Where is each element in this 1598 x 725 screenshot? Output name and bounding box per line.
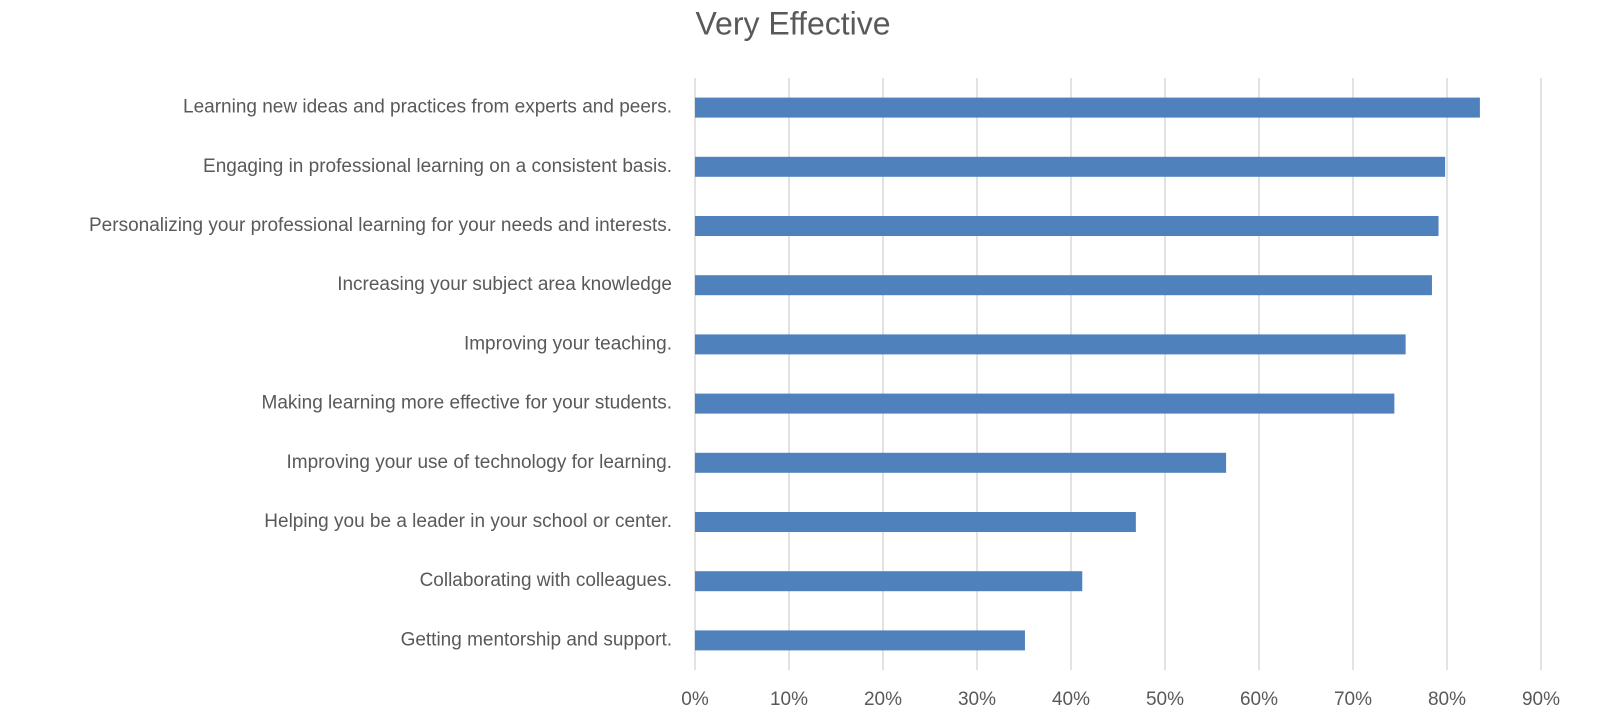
x-tick-label: 60%	[1240, 689, 1278, 710]
y-tick-label: Collaborating with colleagues.	[420, 570, 672, 591]
x-tick-label: 80%	[1428, 689, 1466, 710]
bar	[695, 156, 1446, 177]
bar	[695, 275, 1432, 296]
bar	[695, 216, 1439, 236]
x-tick-label: 0%	[681, 689, 709, 710]
x-tick-label: 90%	[1522, 689, 1560, 710]
y-tick-label: Personalizing your professional learning…	[89, 215, 672, 236]
y-tick-label: Helping you be a leader in your school o…	[264, 511, 672, 532]
bar	[695, 630, 1025, 651]
bar	[695, 512, 1136, 532]
x-tick-label: 70%	[1334, 689, 1372, 710]
x-tick-label: 10%	[770, 689, 808, 710]
bar	[695, 334, 1406, 355]
x-tick-label: 20%	[864, 689, 902, 710]
bar	[695, 571, 1083, 592]
y-tick-label: Making learning more effective for your …	[262, 393, 672, 414]
y-tick-label: Increasing your subject area knowledge	[337, 274, 672, 295]
x-tick-label: 30%	[958, 689, 996, 710]
y-tick-label: Improving your use of technology for lea…	[287, 452, 673, 473]
x-tick-label: 50%	[1146, 689, 1184, 710]
bar	[695, 393, 1395, 414]
x-tick-label: 40%	[1052, 689, 1090, 710]
y-tick-label: Getting mentorship and support.	[401, 629, 672, 650]
y-tick-label: Learning new ideas and practices from ex…	[183, 97, 672, 118]
bar	[695, 97, 1480, 118]
bar	[695, 452, 1227, 473]
y-tick-label: Engaging in professional learning on a c…	[203, 156, 672, 177]
chart-title: Very Effective	[695, 5, 890, 41]
y-tick-label: Improving your teaching.	[464, 333, 672, 354]
